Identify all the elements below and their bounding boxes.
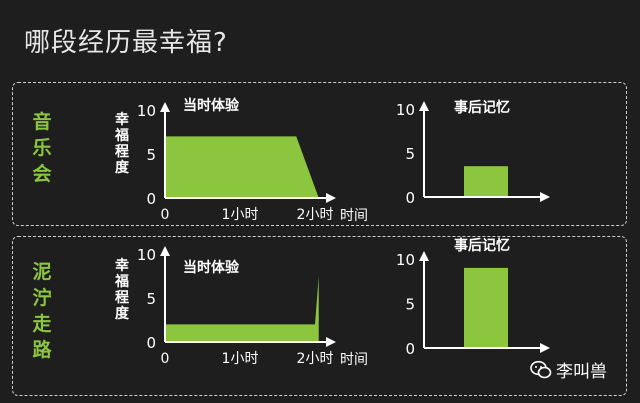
x-axis-arrow — [326, 337, 336, 347]
y-axis-arrow — [160, 246, 170, 256]
y-tick-label: 10 — [137, 246, 156, 264]
chart-title: 事后记忆 — [454, 237, 510, 254]
x-axis-arrow — [540, 192, 550, 202]
x-tick-label: 1小时 — [222, 351, 259, 367]
y-axis-label: 幸福程度 — [114, 111, 130, 176]
memory-bar — [464, 267, 508, 348]
x-tick-label: 0 — [161, 207, 170, 223]
x-tick-label: 0 — [161, 351, 170, 367]
y-axis-arrow — [160, 102, 170, 112]
y-tick-label: 0 — [405, 340, 415, 358]
x-tick-label: 2小时 — [297, 207, 334, 223]
experience-area — [165, 276, 319, 342]
row-label-concert: 音乐会 — [32, 111, 52, 185]
x-axis-arrow — [326, 193, 336, 203]
chart-title: 事后记忆 — [454, 99, 510, 116]
y-tick-label: 0 — [405, 189, 415, 207]
row-panel-muddy-walk: 泥泞走路 — [12, 236, 627, 396]
experience-chart-muddy-walk: 0 5 10 0 1小时 2小时 时间 当时体验 幸福程度 — [114, 246, 368, 368]
x-axis-label: 时间 — [340, 208, 368, 224]
x-tick-label: 1小时 — [222, 207, 259, 223]
memory-chart-concert: 0 5 10 事后记忆 — [396, 99, 550, 207]
row-panel-concert: 音乐会 — [12, 82, 627, 226]
chart-title: 当时体验 — [183, 97, 240, 114]
watermark-text: 李叫兽 — [556, 362, 607, 382]
y-tick-label: 0 — [146, 334, 156, 352]
wechat-icon — [530, 360, 552, 378]
y-tick-label: 5 — [146, 290, 156, 308]
y-axis-arrow — [419, 101, 429, 111]
y-tick-label: 10 — [137, 102, 156, 120]
memory-bar — [464, 166, 508, 197]
y-tick-label: 5 — [405, 296, 415, 314]
x-axis-label: 时间 — [340, 352, 368, 368]
y-axis-arrow — [419, 251, 429, 261]
page-title: 哪段经历最幸福? — [24, 28, 228, 58]
x-tick-label: 2小时 — [297, 351, 334, 367]
x-axis-arrow — [540, 343, 550, 353]
row-label-muddy-walk: 泥泞走路 — [32, 261, 52, 361]
y-tick-label: 5 — [146, 146, 156, 164]
y-tick-label: 0 — [146, 190, 156, 208]
chart-title: 当时体验 — [183, 259, 240, 276]
watermark: 李叫兽 — [530, 357, 607, 382]
y-tick-label: 10 — [396, 101, 415, 119]
memory-chart-muddy-walk: 0 5 10 事后记忆 — [396, 237, 550, 358]
y-tick-label: 10 — [396, 251, 415, 269]
y-tick-label: 5 — [405, 145, 415, 163]
experience-area — [165, 136, 319, 198]
y-axis-label: 幸福程度 — [114, 257, 130, 322]
